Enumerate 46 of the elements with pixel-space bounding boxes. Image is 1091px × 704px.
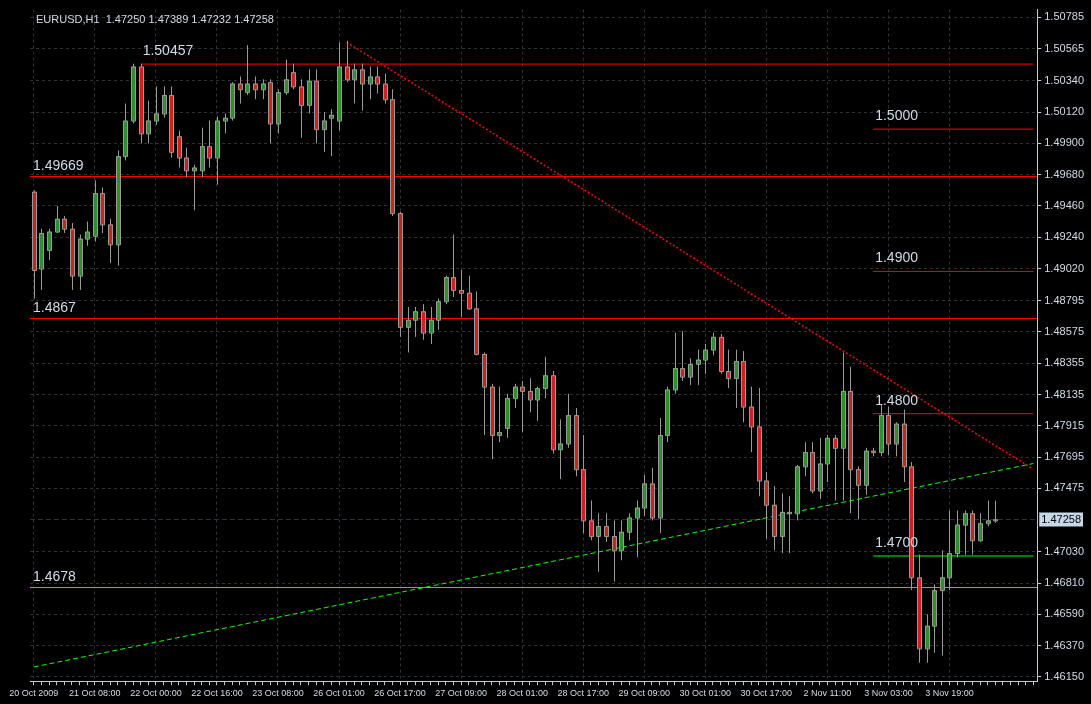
- x-tick-label: 28 Oct 01:00: [496, 688, 548, 699]
- ref-line-label: 1.4867: [33, 299, 77, 316]
- x-tick-label: 3 Nov 03:00: [864, 688, 913, 699]
- x-tick-label: 20 Oct 2009: [9, 688, 59, 699]
- y-tick-label: 1.50120: [1044, 105, 1084, 118]
- chart-title: EURUSD,H1 1.47250 1.47389 1.47232 1.47258: [36, 13, 274, 26]
- y-tick-label: 1.48795: [1044, 293, 1084, 306]
- ref-line-label: 1.49669: [33, 157, 84, 174]
- x-tick-label: 23 Oct 08:00: [252, 688, 304, 699]
- y-tick-label: 1.47695: [1044, 450, 1084, 463]
- y-tick-label: 1.46590: [1044, 607, 1084, 620]
- x-tick-label: 2 Nov 11:00: [803, 688, 852, 699]
- y-tick-label: 1.49460: [1044, 198, 1084, 211]
- y-tick-label: 1.46150: [1044, 669, 1084, 682]
- y-tick-label: 1.50565: [1044, 41, 1084, 54]
- y-tick-label: 1.48355: [1044, 356, 1084, 369]
- ref-line-label: 1.4678: [33, 568, 77, 585]
- y-tick-label: 1.48575: [1044, 324, 1084, 337]
- series-label: 1.50457: [142, 41, 194, 58]
- x-tick-label: 26 Oct 17:00: [374, 688, 426, 699]
- x-tick-label: 26 Oct 01:00: [313, 688, 365, 699]
- series-label: 1.5000: [875, 106, 919, 123]
- y-tick-label: 1.49900: [1044, 136, 1084, 149]
- ref-line-label: 1.47258: [1041, 512, 1081, 525]
- series-label: 1.4800: [875, 391, 919, 408]
- y-tick-label: 1.47030: [1044, 544, 1084, 557]
- y-tick-label: 1.47475: [1044, 481, 1084, 494]
- y-tick-label: 1.46370: [1044, 638, 1084, 651]
- x-tick-label: 21 Oct 08:00: [69, 688, 121, 699]
- y-tick-label: 1.49240: [1044, 230, 1084, 243]
- y-tick-label: 1.46810: [1044, 576, 1084, 589]
- series-label: 1.4900: [875, 249, 919, 266]
- y-tick-label: 1.50785: [1044, 10, 1084, 23]
- x-tick-label: 29 Oct 09:00: [618, 688, 671, 699]
- x-tick-label: 28 Oct 17:00: [557, 688, 609, 699]
- x-tick-label: 22 Oct 00:00: [130, 688, 182, 699]
- x-tick-label: 30 Oct 01:00: [679, 688, 732, 699]
- y-tick-label: 1.48135: [1044, 387, 1084, 400]
- x-tick-label: 27 Oct 09:00: [435, 688, 487, 699]
- y-tick-label: 1.49680: [1044, 167, 1084, 180]
- x-tick-label: 3 Nov 19:00: [925, 688, 974, 699]
- x-tick-label: 22 Oct 16:00: [191, 688, 243, 699]
- y-tick-label: 1.47915: [1044, 418, 1084, 431]
- x-tick-label: 30 Oct 17:00: [740, 688, 793, 699]
- y-tick-label: 1.49020: [1044, 261, 1084, 274]
- y-tick-label: 1.50340: [1044, 73, 1084, 86]
